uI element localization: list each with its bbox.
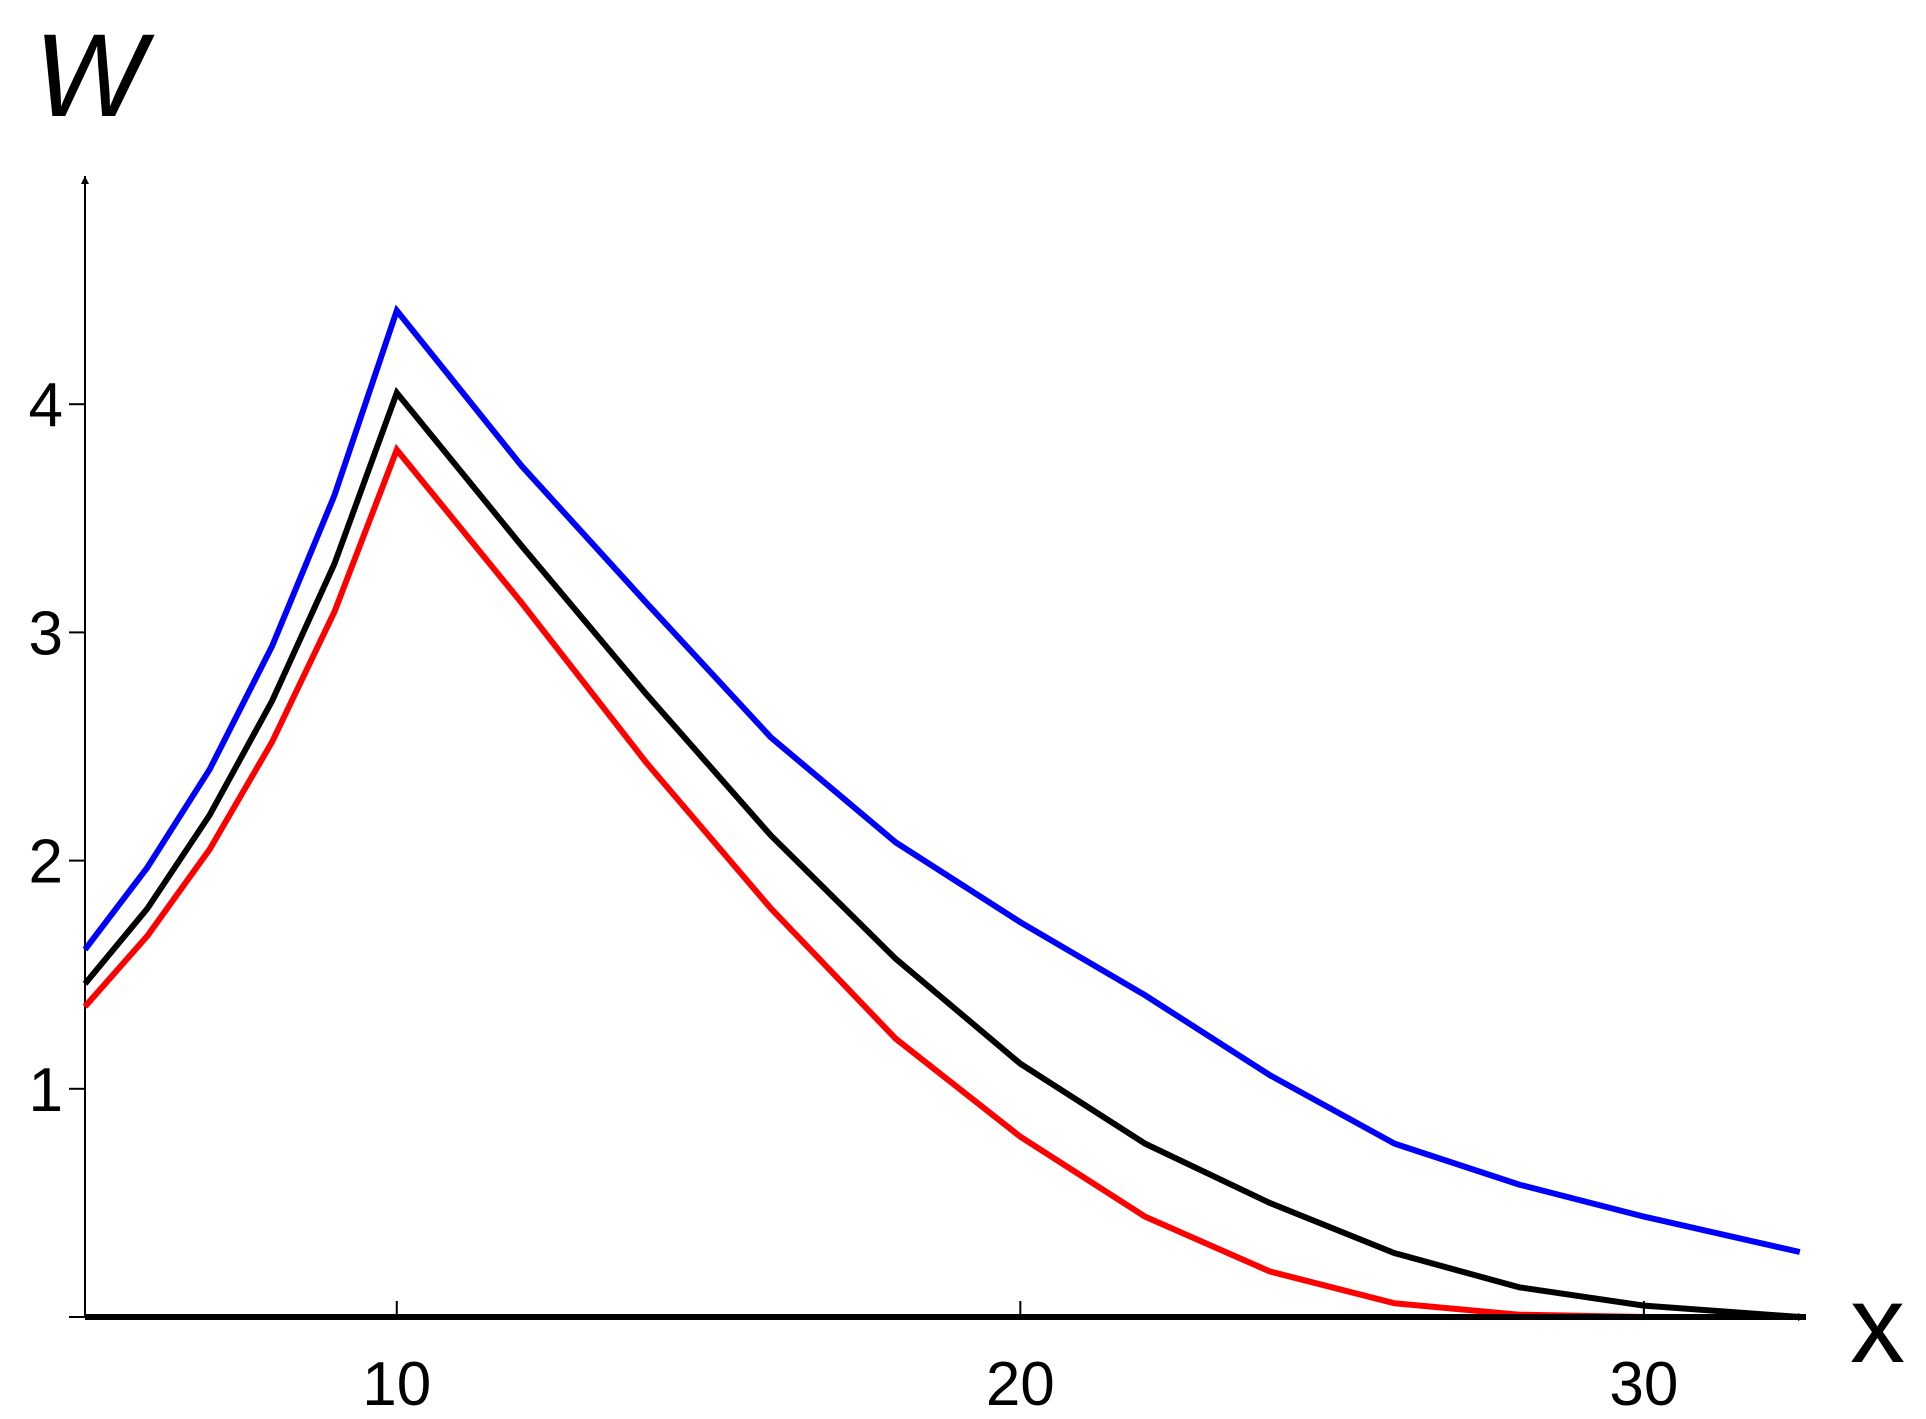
x-tick-label: 10 <box>362 1350 431 1419</box>
y-tick-label: 1 <box>29 1056 63 1125</box>
x-tick-label: 30 <box>1609 1350 1678 1419</box>
series-line <box>82 443 1800 1320</box>
y-tick-label: 3 <box>29 599 63 668</box>
x-axis-label: x <box>1850 1263 1905 1386</box>
series-line <box>82 386 1801 1320</box>
y-tick-label: 2 <box>29 828 63 897</box>
y-tick-label: 4 <box>29 371 63 440</box>
y-axis-label: W <box>34 10 155 142</box>
series-line <box>82 304 1801 1255</box>
x-tick-label: 20 <box>986 1350 1055 1419</box>
